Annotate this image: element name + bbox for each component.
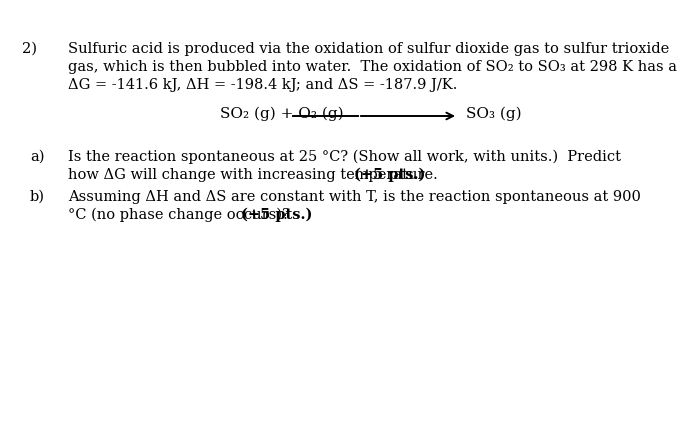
Text: Assuming ΔH and ΔS are constant with T, is the reaction spontaneous at 900: Assuming ΔH and ΔS are constant with T, … (68, 190, 641, 203)
Text: ΔG = -141.6 kJ, ΔH = -198.4 kJ; and ΔS = -187.9 J/K.: ΔG = -141.6 kJ, ΔH = -198.4 kJ; and ΔS =… (68, 78, 457, 92)
Text: gas, which is then bubbled into water.  The oxidation of SO₂ to SO₃ at 298 K has: gas, which is then bubbled into water. T… (68, 60, 677, 74)
Text: (+5 pts.): (+5 pts.) (241, 208, 312, 222)
Text: SO₂ (g) + O₂ (g): SO₂ (g) + O₂ (g) (220, 107, 344, 121)
Text: SO₃ (g): SO₃ (g) (466, 107, 522, 121)
Text: b): b) (30, 190, 45, 203)
Text: (+5 pts.): (+5 pts.) (354, 168, 425, 182)
Text: a): a) (30, 150, 45, 164)
Text: °C (no phase change occurs)?: °C (no phase change occurs)? (68, 208, 295, 222)
Text: Is the reaction spontaneous at 25 °C? (Show all work, with units.)  Predict: Is the reaction spontaneous at 25 °C? (S… (68, 150, 621, 164)
Text: how ΔG will change with increasing temperature.: how ΔG will change with increasing tempe… (68, 168, 442, 182)
Text: 2): 2) (22, 42, 37, 56)
Text: Sulfuric acid is produced via the oxidation of sulfur dioxide gas to sulfur trio: Sulfuric acid is produced via the oxidat… (68, 42, 669, 56)
